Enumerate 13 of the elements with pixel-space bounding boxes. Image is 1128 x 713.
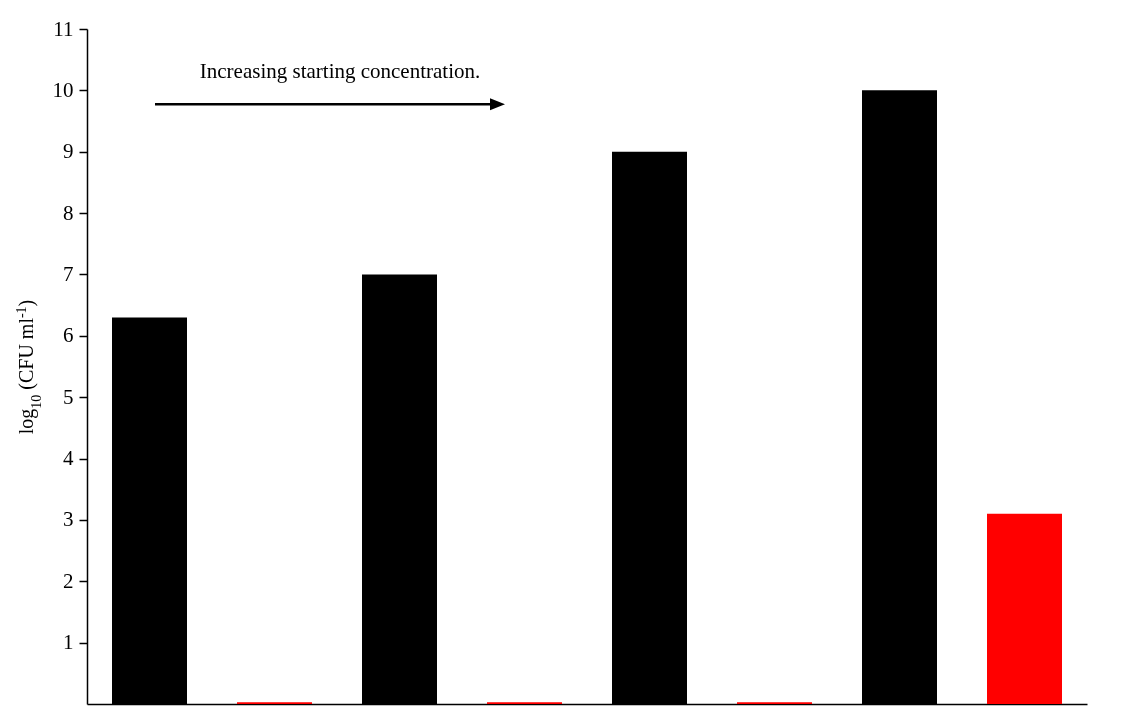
y-tick-label: 11: [53, 16, 74, 41]
y-tick-label: 7: [63, 261, 74, 286]
y-tick-label: 5: [63, 384, 74, 409]
y-tick-label: 6: [63, 323, 74, 348]
y-tick-label: 9: [63, 139, 74, 164]
bar: [987, 513, 1062, 704]
y-tick-label: 2: [63, 568, 74, 593]
y-tick-label: 3: [63, 507, 74, 532]
y-tick-label: 4: [63, 446, 74, 471]
annotation: Increasing starting concentration.: [199, 59, 481, 84]
y-tick-label: 8: [63, 200, 74, 225]
y-tick-label: 10: [52, 77, 74, 102]
y-tick-label: 1: [63, 630, 74, 655]
